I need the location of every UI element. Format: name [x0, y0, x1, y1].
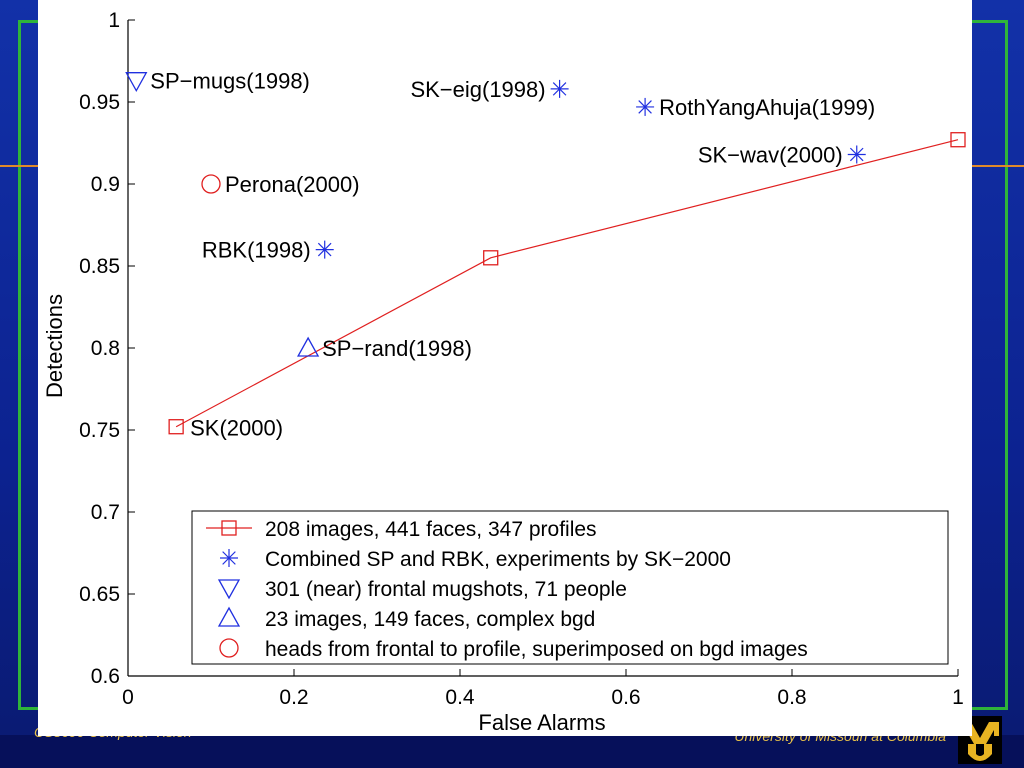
scatter-chart: 0 0.2 0.4 0.6 0.8 1 0.6 0.65 0.7 0.75 0.8 0.85 0.9 0.…	[42, 9, 966, 735]
x-tick-label: 0.8	[777, 686, 806, 709]
point-marker	[125, 72, 148, 93]
legend-entry: heads from frontal to profile, superimpo…	[265, 638, 808, 661]
x-tick-label: 0.4	[445, 686, 475, 709]
line-point-marker	[483, 250, 499, 266]
accent-line-right	[972, 165, 1024, 167]
y-axis-label: Detections	[42, 294, 67, 398]
legend-marker	[221, 520, 237, 536]
point-marker	[201, 174, 221, 194]
y-tick-label: 1	[108, 9, 120, 32]
point-marker	[297, 336, 320, 357]
line-point-marker	[168, 419, 184, 435]
star-stroke	[317, 242, 332, 257]
legend-marker	[217, 606, 241, 627]
point-label: SP−rand(1998)	[322, 336, 472, 361]
point-label: RothYangAhuja(1999)	[659, 95, 875, 120]
point-label: SK−eig(1998)	[410, 77, 545, 102]
y-tick-label: 0.7	[91, 501, 120, 524]
legend-marker	[220, 549, 238, 567]
x-tick-label: 0	[122, 686, 134, 709]
point-marker	[550, 79, 569, 98]
line-point-marker	[950, 132, 966, 148]
x-axis-label: False Alarms	[478, 710, 605, 735]
point-label: SP−mugs(1998)	[150, 69, 310, 94]
roc-line	[175, 139, 959, 428]
x-tick-label: 0.2	[279, 686, 308, 709]
star-stroke	[849, 147, 864, 162]
tick-labels: 0 0.2 0.4 0.6 0.8 1 0.6 0.65 0.7 0.75 0.8 0.85 0.9 0.…	[79, 9, 964, 709]
x-tick-label: 0.6	[611, 686, 640, 709]
star-stroke	[552, 82, 567, 96]
legend-marker	[219, 638, 239, 658]
y-tick-label: 0.95	[79, 91, 120, 114]
y-tick-label: 0.6	[91, 665, 120, 688]
point-marker	[636, 97, 655, 116]
y-tick-label: 0.75	[79, 419, 120, 442]
frame-left-line	[18, 20, 21, 710]
point-label: SK−wav(2000)	[698, 142, 843, 167]
data-series: SK(2000) SK−eig(1998) RothYangAhuja(1999) S…	[125, 69, 966, 441]
legend-entry: 23 images, 149 faces, complex bgd	[265, 608, 595, 631]
y-tick-label: 0.9	[91, 173, 120, 196]
frame-right-line	[1005, 20, 1008, 710]
legend: 208 images, 441 faces, 347 profiles Combi…	[191, 510, 949, 665]
y-tick-label: 0.8	[91, 337, 120, 360]
footer-bar	[0, 735, 1024, 768]
star-stroke	[222, 551, 236, 565]
legend-entry: Combined SP and RBK, experiments by SK−2…	[265, 548, 731, 571]
legend-marker	[217, 579, 241, 600]
y-tick-label: 0.65	[79, 583, 120, 606]
point-marker	[315, 240, 334, 259]
chart-panel: 0 0.2 0.4 0.6 0.8 1 0.6 0.65 0.7 0.75 0.8 0.85 0.9 0.…	[38, 0, 972, 736]
point-label: Perona(2000)	[225, 172, 360, 197]
point-label: SK(2000)	[190, 416, 283, 441]
legend-box	[191, 510, 949, 665]
point-marker	[847, 145, 866, 164]
legend-entry: 208 images, 441 faces, 347 profiles	[265, 518, 597, 541]
legend-entry: 301 (near) frontal mugshots, 71 people	[265, 578, 627, 601]
star-stroke	[638, 100, 652, 114]
accent-line-left	[0, 165, 40, 167]
y-tick-label: 0.85	[79, 255, 120, 278]
x-tick-label: 1	[952, 686, 964, 709]
point-label: RBK(1998)	[202, 238, 311, 263]
